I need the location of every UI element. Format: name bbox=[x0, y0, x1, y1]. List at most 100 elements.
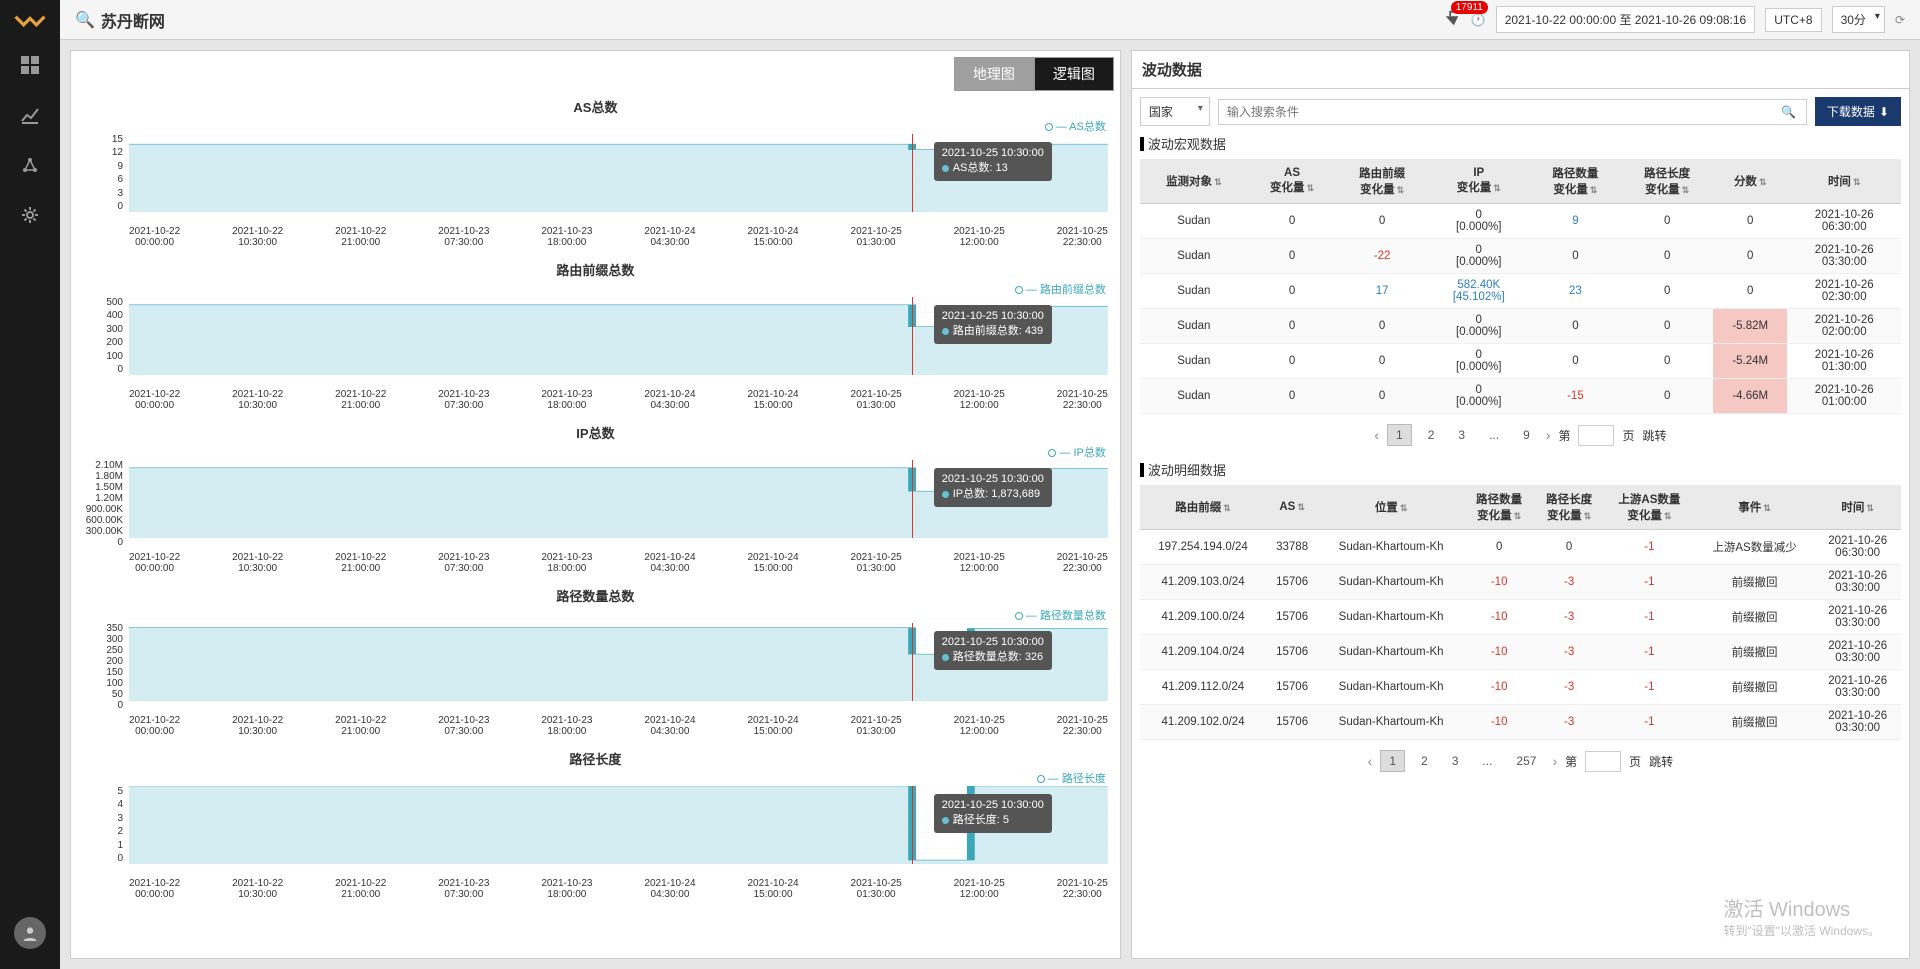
download-icon: ⬇ bbox=[1879, 105, 1889, 119]
refresh-icon[interactable]: ⟳ bbox=[1895, 13, 1905, 27]
col-header[interactable]: 位置⇅ bbox=[1318, 485, 1464, 530]
table-row[interactable]: Sudan000[0.000%]00-5.24M2021-10-2601:30:… bbox=[1140, 344, 1901, 379]
sidebar bbox=[0, 0, 60, 969]
pager-page[interactable]: 9 bbox=[1515, 425, 1538, 445]
chart-area[interactable]: 5004003002001000 2021-10-25 10:30:00路由前缀… bbox=[79, 297, 1112, 389]
table-row[interactable]: 197.254.194.0/2433788Sudan-Khartoum-Kh00… bbox=[1140, 530, 1901, 565]
table-row[interactable]: 41.209.102.0/2415706Sudan-Khartoum-Kh-10… bbox=[1140, 705, 1901, 740]
nav-chart-icon[interactable] bbox=[0, 90, 60, 140]
chart-area[interactable]: 2.10M1.80M1.50M1.20M900.00K600.00K300.00… bbox=[79, 460, 1112, 552]
nav-dashboard-icon[interactable] bbox=[0, 40, 60, 90]
pager-page[interactable]: 3 bbox=[1450, 425, 1473, 445]
col-header[interactable]: 分数⇅ bbox=[1713, 159, 1787, 204]
table-cell: 前缀撤回 bbox=[1695, 670, 1815, 705]
timerange-display[interactable]: 2021-10-22 00:00:00 至 2021-10-26 09:08:1… bbox=[1496, 6, 1756, 33]
chart-title: IP总数 bbox=[79, 421, 1112, 444]
table-cell: 0 bbox=[1248, 344, 1336, 379]
table-row[interactable]: 41.209.100.0/2415706Sudan-Khartoum-Kh-10… bbox=[1140, 600, 1901, 635]
col-header[interactable]: IP变化量⇅ bbox=[1428, 159, 1530, 204]
download-button[interactable]: 下载数据 ⬇ bbox=[1815, 97, 1901, 126]
table-cell: 0 bbox=[1336, 379, 1428, 414]
nav-network-icon[interactable] bbox=[0, 140, 60, 190]
table-row[interactable]: Sudan0-220[0.000%]0002021-10-2603:30:00 bbox=[1140, 239, 1901, 274]
pager-prev[interactable]: ‹ bbox=[1374, 427, 1379, 443]
search-icon[interactable]: 🔍 bbox=[75, 10, 95, 30]
filter-type-select[interactable]: 国家 bbox=[1140, 97, 1210, 126]
table-cell: 0[0.000%] bbox=[1428, 344, 1530, 379]
table-cell: -3 bbox=[1534, 670, 1604, 705]
table-cell: Sudan-Khartoum-Kh bbox=[1318, 670, 1464, 705]
table-cell: 15706 bbox=[1266, 565, 1318, 600]
table-cell: -10 bbox=[1464, 600, 1534, 635]
notification-icon[interactable]: 17911 bbox=[1443, 9, 1461, 30]
pager-page[interactable]: 2 bbox=[1413, 751, 1436, 771]
col-header[interactable]: 路径长度变化量⇅ bbox=[1534, 485, 1604, 530]
pager-jump[interactable]: 跳转 bbox=[1649, 753, 1673, 770]
pager-page[interactable]: 257 bbox=[1508, 751, 1544, 771]
col-header[interactable]: 时间⇅ bbox=[1787, 159, 1901, 204]
chart-area[interactable]: 15129630 2021-10-25 10:30:00AS总数: 13 bbox=[79, 134, 1112, 226]
search-input[interactable] bbox=[1219, 100, 1771, 124]
col-header[interactable]: 路径长度变化量⇅ bbox=[1621, 159, 1713, 204]
col-header[interactable]: 路径数量变化量⇅ bbox=[1464, 485, 1534, 530]
pager-page[interactable]: 2 bbox=[1420, 425, 1443, 445]
col-header[interactable]: 路由前缀⇅ bbox=[1140, 485, 1266, 530]
chart-area[interactable]: 543210 2021-10-25 10:30:00路径长度: 5 bbox=[79, 786, 1112, 878]
x-axis: 2021-10-2200:00:002021-10-2210:30:002021… bbox=[79, 552, 1112, 580]
table-row[interactable]: 41.209.112.0/2415706Sudan-Khartoum-Kh-10… bbox=[1140, 670, 1901, 705]
chart-legend: — IP总数 bbox=[79, 444, 1112, 460]
col-header[interactable]: AS变化量⇅ bbox=[1248, 159, 1336, 204]
col-header[interactable]: 上游AS数量变化量⇅ bbox=[1604, 485, 1695, 530]
interval-select[interactable]: 30分 bbox=[1832, 6, 1885, 33]
pager-next[interactable]: › bbox=[1552, 753, 1557, 769]
table-cell: 2021-10-2606:30:00 bbox=[1814, 530, 1901, 565]
pager-page[interactable]: ... bbox=[1474, 751, 1500, 771]
table-cell: 0 bbox=[1713, 239, 1787, 274]
table-row[interactable]: Sudan000[0.000%]9002021-10-2606:30:00 bbox=[1140, 204, 1901, 239]
pager-page[interactable]: 1 bbox=[1387, 424, 1412, 446]
chart-title: 路径数量总数 bbox=[79, 584, 1112, 607]
charts-panel: 地理图 逻辑图 AS总数— AS总数15129630 2021-10-25 10… bbox=[70, 50, 1121, 959]
col-header[interactable]: AS⇅ bbox=[1266, 485, 1318, 530]
nav-settings-icon[interactable] bbox=[0, 190, 60, 240]
table-cell: 前缀撤回 bbox=[1695, 705, 1815, 740]
pager-prev[interactable]: ‹ bbox=[1368, 753, 1373, 769]
table-row[interactable]: 41.209.103.0/2415706Sudan-Khartoum-Kh-10… bbox=[1140, 565, 1901, 600]
avatar[interactable] bbox=[14, 917, 46, 949]
pager-input[interactable] bbox=[1585, 751, 1621, 772]
y-axis: 543210 bbox=[79, 786, 127, 864]
col-header[interactable]: 路由前缀变化量⇅ bbox=[1336, 159, 1428, 204]
chart-legend: — 路由前缀总数 bbox=[79, 281, 1112, 297]
table-cell: 15706 bbox=[1266, 635, 1318, 670]
tab-geo[interactable]: 地理图 bbox=[954, 57, 1034, 91]
table-cell: 前缀撤回 bbox=[1695, 565, 1815, 600]
col-header[interactable]: 事件⇅ bbox=[1695, 485, 1815, 530]
table-row[interactable]: Sudan000[0.000%]00-5.82M2021-10-2602:00:… bbox=[1140, 309, 1901, 344]
pager-jump[interactable]: 跳转 bbox=[1642, 427, 1666, 444]
table-row[interactable]: Sudan000[0.000%]-150-4.66M2021-10-2601:0… bbox=[1140, 379, 1901, 414]
pager-next[interactable]: › bbox=[1546, 427, 1551, 443]
pager-input[interactable] bbox=[1578, 425, 1614, 446]
pager-page[interactable]: 1 bbox=[1380, 750, 1405, 772]
chart-area[interactable]: 350300250200150100500 2021-10-25 10:30:0… bbox=[79, 623, 1112, 715]
detail-table: 路由前缀⇅AS⇅位置⇅路径数量变化量⇅路径长度变化量⇅上游AS数量变化量⇅事件⇅… bbox=[1140, 485, 1901, 740]
pager-page[interactable]: ... bbox=[1481, 425, 1507, 445]
table-cell: 2021-10-2603:30:00 bbox=[1814, 670, 1901, 705]
pager-label: 页 bbox=[1622, 427, 1634, 444]
chart-1: 路由前缀总数— 路由前缀总数5004003002001000 2021-10-2… bbox=[79, 258, 1112, 417]
tab-logic[interactable]: 逻辑图 bbox=[1034, 57, 1114, 91]
search-button-icon[interactable]: 🔍 bbox=[1771, 100, 1806, 124]
table-cell: 2021-10-2601:30:00 bbox=[1787, 344, 1901, 379]
table-cell: 0 bbox=[1336, 309, 1428, 344]
table-cell: 2021-10-2603:30:00 bbox=[1814, 705, 1901, 740]
col-header[interactable]: 时间⇅ bbox=[1814, 485, 1901, 530]
chart-title: AS总数 bbox=[79, 95, 1112, 118]
table-cell: 0 bbox=[1713, 204, 1787, 239]
col-header[interactable]: 路径数量变化量⇅ bbox=[1530, 159, 1622, 204]
timezone-select[interactable]: UTC+8 bbox=[1765, 8, 1821, 32]
table-row[interactable]: 41.209.104.0/2415706Sudan-Khartoum-Kh-10… bbox=[1140, 635, 1901, 670]
col-header[interactable]: 监测对象⇅ bbox=[1140, 159, 1248, 204]
clock-icon: 🕐 bbox=[1471, 13, 1486, 27]
pager-page[interactable]: 3 bbox=[1444, 751, 1467, 771]
table-row[interactable]: Sudan017582.40K[45.102%]23002021-10-2602… bbox=[1140, 274, 1901, 309]
